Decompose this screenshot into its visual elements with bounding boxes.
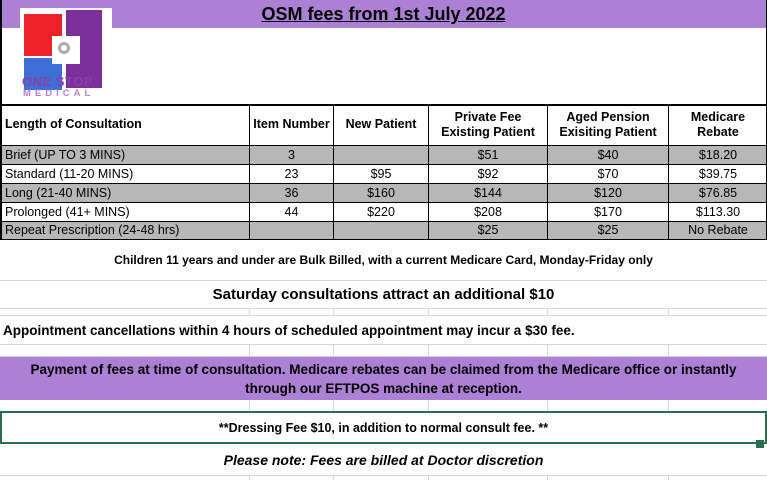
cell: $170 [547, 201, 669, 222]
cell [333, 220, 429, 241]
cell: $120 [547, 182, 669, 203]
cell: No Rebate [668, 220, 767, 241]
cell: $144 [428, 182, 548, 203]
table-row-repeat-prescription: Repeat Prescription (24-48 hrs) $25 $25 … [0, 220, 767, 241]
cell: $208 [428, 201, 548, 222]
gridline-band [0, 344, 767, 357]
table-row-standard: Standard (11-20 MINS) 23 $95 $92 $70 $39… [0, 163, 767, 184]
note-cancellation-fee: Appointment cancellations within 4 hours… [0, 316, 767, 344]
logo-white-square-icon [52, 36, 80, 64]
note-payment-policy: Payment of fees at time of consultation.… [0, 357, 767, 400]
header-item-number: Item Number [249, 104, 334, 146]
header-private-fee: Private Fee Existing Patient [428, 104, 548, 146]
header-medicare-rebate: Medicare Rebate [668, 104, 767, 146]
note-dressing-fee: **Dressing Fee $10, in addition to norma… [0, 411, 767, 444]
cell: $39.75 [668, 163, 767, 184]
gridline-band [0, 476, 767, 480]
spreadsheet-gridlines-top [0, 28, 767, 104]
cell: $40 [547, 144, 669, 165]
cell: $25 [547, 220, 669, 241]
fee-table: Length of Consultation Item Number New P… [0, 104, 767, 241]
cell: $25 [428, 220, 548, 241]
gridline-band [0, 308, 767, 316]
note-bulk-billing: Children 11 years and under are Bulk Bil… [0, 240, 767, 281]
cell: Repeat Prescription (24-48 hrs) [0, 220, 250, 241]
cell: 23 [249, 163, 334, 184]
cell: $18.20 [668, 144, 767, 165]
cell: $76.85 [668, 182, 767, 203]
note-doctor-discretion: Please note: Fees are billed at Doctor d… [0, 444, 767, 476]
selection-fill-handle [756, 440, 764, 448]
cell [249, 220, 334, 241]
table-row-brief: Brief (UP TO 3 MINS) 3 $51 $40 $18.20 [0, 144, 767, 165]
note-saturday-surcharge: Saturday consultations attract an additi… [0, 281, 767, 308]
table-row-prolonged: Prolonged (41+ MINS) 44 $220 $208 $170 $… [0, 201, 767, 222]
cell: $51 [428, 144, 548, 165]
header-new-patient: New Patient [333, 104, 429, 146]
cell [333, 144, 429, 165]
cell: 44 [249, 201, 334, 222]
header-aged-pension: Aged Pension Exisiting Patient [547, 104, 669, 146]
cell: $160 [333, 182, 429, 203]
logo-circle-icon [58, 42, 70, 54]
cell: $220 [333, 201, 429, 222]
cell: Prolonged (41+ MINS) [0, 201, 250, 222]
page-title: OSM fees from 1st July 2022 [261, 4, 506, 24]
one-stop-medical-logo: ONE STOP MEDICAL [20, 8, 112, 100]
logo-text-one-stop: ONE STOP [22, 74, 93, 89]
cell: Brief (UP TO 3 MINS) [0, 144, 250, 165]
fee-table-header-row: Length of Consultation Item Number New P… [0, 104, 767, 146]
cell: $95 [333, 163, 429, 184]
table-row-long: Long (21-40 MINS) 36 $160 $144 $120 $76.… [0, 182, 767, 203]
cell: $113.30 [668, 201, 767, 222]
cell: 3 [249, 144, 334, 165]
cell: $70 [547, 163, 669, 184]
cell: 36 [249, 182, 334, 203]
cell: $92 [428, 163, 548, 184]
cell: Standard (11-20 MINS) [0, 163, 250, 184]
cell: Long (21-40 MINS) [0, 182, 250, 203]
title-banner: OSM fees from 1st July 2022 [0, 0, 767, 28]
gridline-band [0, 400, 767, 411]
logo-text-medical: MEDICAL [23, 88, 95, 99]
header-length-of-consultation: Length of Consultation [0, 104, 250, 146]
